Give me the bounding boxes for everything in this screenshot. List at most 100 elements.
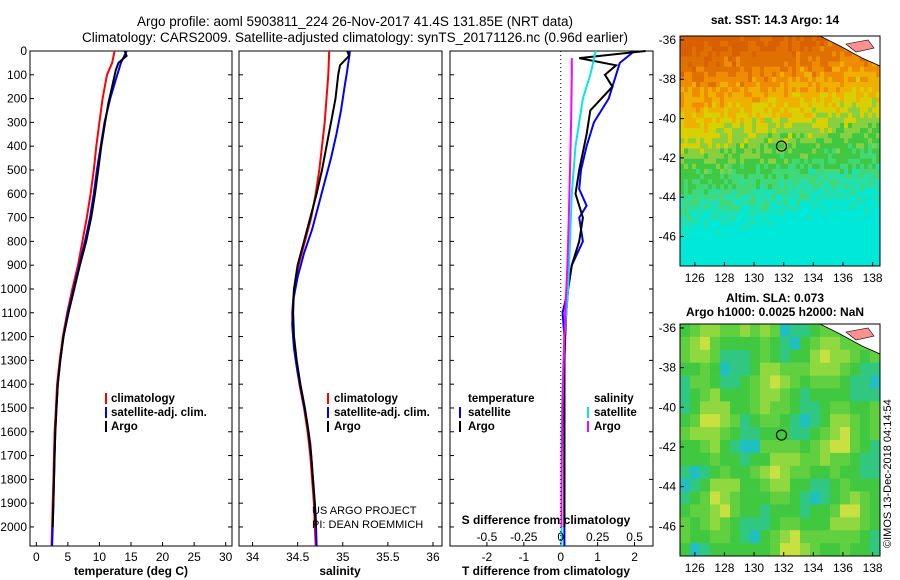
- map-cell: [764, 209, 769, 216]
- map-cell: [816, 255, 821, 262]
- map-cell: [756, 36, 761, 42]
- map-cell: [750, 465, 761, 479]
- map-cell: [696, 102, 701, 108]
- map-cell: [716, 209, 721, 216]
- map-cell: [700, 128, 705, 134]
- map-cell: [808, 76, 813, 83]
- map-cell: [770, 401, 781, 415]
- map-cell: [684, 133, 689, 139]
- map-cell: [692, 143, 697, 149]
- map-cell: [712, 107, 717, 113]
- map-cell: [832, 245, 837, 251]
- map-cell: [680, 112, 685, 119]
- map-cell: [768, 209, 773, 216]
- map-cell: [832, 133, 837, 139]
- map-cell: [860, 209, 865, 216]
- map-cell: [860, 427, 871, 441]
- map-cell: [820, 225, 825, 231]
- map-cell: [868, 163, 873, 170]
- map-cell: [808, 138, 813, 144]
- map-cell: [780, 133, 785, 139]
- map-cell: [764, 122, 769, 129]
- legend-temp-argo: Argo: [468, 421, 495, 433]
- map-cell: [756, 97, 761, 103]
- map-cell: [796, 138, 801, 144]
- map-cell: [760, 102, 765, 108]
- map-cell: [736, 128, 741, 134]
- map-cell: [764, 214, 769, 221]
- map-cell: [732, 128, 737, 134]
- map-cell: [720, 56, 725, 62]
- map-cell: [788, 235, 793, 241]
- map-cell: [712, 71, 717, 78]
- map-cell: [708, 209, 713, 216]
- map-cell: [780, 179, 785, 185]
- map-cell: [724, 82, 729, 88]
- map-cell: [870, 491, 880, 505]
- map-cell: [864, 189, 869, 195]
- map-cell: [752, 143, 757, 149]
- map-cell: [724, 61, 729, 67]
- map-cell: [872, 255, 877, 262]
- map-cell: [820, 260, 825, 266]
- map-cell: [710, 336, 721, 351]
- map-cell: [700, 240, 705, 246]
- map-cell: [756, 194, 761, 200]
- map-cell: [836, 61, 841, 67]
- map-cell: [720, 220, 725, 226]
- map-cell: [710, 504, 721, 518]
- map-cell: [748, 71, 753, 78]
- map-cell: [812, 199, 817, 205]
- map-cell: [760, 401, 771, 415]
- map-cell: [788, 230, 793, 236]
- map-cell: [712, 92, 717, 98]
- map-cell: [868, 174, 873, 180]
- map-cell: [840, 163, 845, 170]
- map-cell: [840, 414, 851, 428]
- map-cell: [744, 199, 749, 205]
- map-cell: [836, 209, 841, 216]
- map-cell: [844, 122, 849, 129]
- map-cell: [860, 112, 865, 119]
- map-cell: [824, 61, 829, 67]
- map-frame: [679, 35, 881, 267]
- map-cell: [840, 491, 851, 505]
- map-cell: [708, 153, 713, 159]
- temperature-panel-frame: [29, 50, 233, 547]
- map-cell: [800, 220, 805, 226]
- map-cell: [856, 61, 861, 67]
- map-cell: [732, 138, 737, 144]
- map-cell: [840, 71, 845, 78]
- map-cell: [760, 255, 765, 262]
- map-cell: [840, 235, 845, 241]
- map-cell: [876, 255, 880, 262]
- map-cell: [792, 117, 797, 124]
- map-cell: [800, 452, 811, 467]
- map-cell: [760, 143, 765, 149]
- map-cell: [700, 220, 705, 226]
- map-cell: [852, 199, 857, 205]
- map-cell: [700, 51, 705, 57]
- map-cell: [804, 209, 809, 216]
- map-cell: [796, 41, 801, 47]
- map-cell: [684, 153, 689, 159]
- map-cell: [812, 51, 817, 57]
- map-cell: [876, 82, 880, 88]
- map-cell: [824, 245, 829, 251]
- map-cell: [768, 250, 773, 257]
- map-cell: [736, 214, 741, 221]
- map-cell: [788, 92, 793, 98]
- map-cell: [684, 209, 689, 216]
- map-cell: [872, 184, 877, 190]
- map-cell: [780, 76, 785, 83]
- map-cell: [876, 66, 880, 73]
- map-cell: [752, 204, 757, 211]
- map-cell: [696, 66, 701, 73]
- map-cell: [760, 230, 765, 236]
- map-cell: [844, 66, 849, 73]
- map-cell: [776, 225, 781, 231]
- map-cell: [740, 240, 745, 246]
- map-cell: [748, 245, 753, 251]
- map-cell: [832, 153, 837, 159]
- map-cell: [752, 148, 757, 154]
